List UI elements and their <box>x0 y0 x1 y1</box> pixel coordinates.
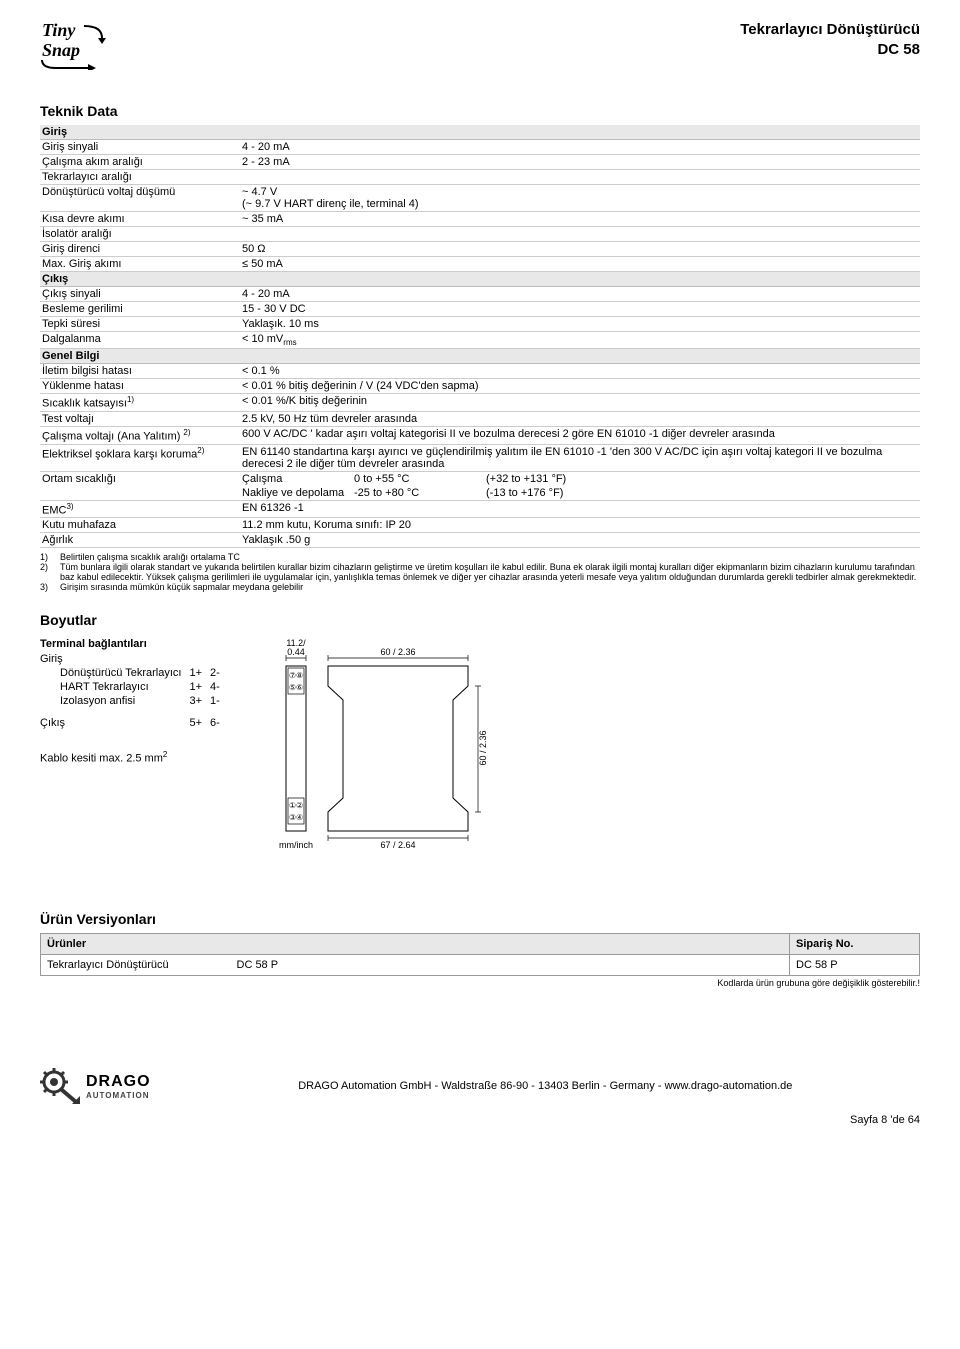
terminal-row: HART Tekrarlayıcı <box>40 680 189 694</box>
row-label: Dönüştürücü voltaj düşümü <box>40 185 240 212</box>
svg-text:③④: ③④ <box>289 813 303 822</box>
row-value: 2 - 23 mA <box>240 155 920 170</box>
boyutlar-container: Terminal bağlantıları Giriş Dönüştürücü … <box>40 638 920 861</box>
section-urun-versiyonlari: Ürün Versiyonları <box>40 911 920 927</box>
urun-header-urunler: Ürünler <box>41 934 790 955</box>
row-value: 4 - 20 mA <box>240 287 920 302</box>
row-label: Test voltajı <box>40 411 240 426</box>
urun-cell: DC 58 P <box>790 955 920 976</box>
row-label: Max. Giriş akımı <box>40 257 240 272</box>
logo-text-snap: Snap <box>42 40 80 60</box>
urun-header-siparis: Sipariş No. <box>790 934 920 955</box>
footer-logo-text: DRAGO <box>86 1073 151 1091</box>
page-header: Tiny Snap Tekrarlayıcı Dönüştürücü DC 58 <box>40 20 920 73</box>
header-title: Tekrarlayıcı Dönüştürücü DC 58 <box>740 20 920 59</box>
footer-company-text: DRAGO Automation GmbH - Waldstraße 86-90… <box>171 1080 920 1092</box>
row-value: Yaklaşık .50 g <box>240 533 920 548</box>
terminal-row: Dönüştürücü Tekrarlayıcı <box>40 666 189 680</box>
section-teknik-data: Teknik Data <box>40 103 920 119</box>
row-label: Ortam sıcaklığı <box>40 471 240 500</box>
svg-text:0.44: 0.44 <box>287 647 305 657</box>
terminal-cikis: Çıkış <box>40 716 189 730</box>
kablo-kesiti: Kablo kesiti max. 2.5 mm2 <box>40 750 228 765</box>
urun-table: Ürünler Sipariş No. Tekrarlayıcı Dönüştü… <box>40 933 920 976</box>
svg-text:60 / 2.36: 60 / 2.36 <box>380 647 415 657</box>
header-title-line2: DC 58 <box>740 40 920 60</box>
row-value: Çalışma0 to +55 °C(+32 to +131 °F) Nakli… <box>240 471 920 500</box>
row-value: EN 61140 standartına karşı ayırıcı ve gü… <box>240 444 920 471</box>
row-label: Giriş sinyali <box>40 140 240 155</box>
row-label: İletim bilgisi hatası <box>40 364 240 379</box>
row-label: Giriş direnci <box>40 242 240 257</box>
row-value: Yaklaşık. 10 ms <box>240 317 920 332</box>
page-footer: DRAGO AUTOMATION DRAGO Automation GmbH -… <box>40 1068 920 1104</box>
svg-text:mm/inch: mm/inch <box>279 840 313 850</box>
row-label: Besleme gerilimi <box>40 302 240 317</box>
row-value: < 0.1 % <box>240 364 920 379</box>
page-number: Sayfa 8 'de 64 <box>40 1114 920 1126</box>
row-value: ~ 35 mA <box>240 212 920 227</box>
terminal-title: Terminal bağlantıları <box>40 638 228 650</box>
row-label: İsolatör aralığı <box>40 227 920 242</box>
row-label: Elektriksel şoklara karşı koruma2) <box>40 444 240 471</box>
subhead-cikis: Çıkış <box>40 272 920 287</box>
terminal-table: Giriş Dönüştürücü Tekrarlayıcı1+2- HART … <box>40 652 228 730</box>
row-label: Tekrarlayıcı aralığı <box>40 170 920 185</box>
kod-note: Kodlarda ürün grubuna göre değişiklik gö… <box>40 978 920 988</box>
terminal-block: Terminal bağlantıları Giriş Dönüştürücü … <box>40 638 228 765</box>
row-value: 11.2 mm kutu, Koruma sınıfı: IP 20 <box>240 518 920 533</box>
urun-cell: Tekrarlayıcı Dönüştürücü <box>41 955 231 976</box>
logo-tiny-snap: Tiny Snap <box>40 20 120 73</box>
row-label: Dalgalanma <box>40 332 240 349</box>
row-value: 15 - 30 V DC <box>240 302 920 317</box>
row-value: < 0.01 %/K bitiş değerinin <box>240 394 920 412</box>
footer-logo-subtext: AUTOMATION <box>86 1091 151 1100</box>
svg-text:⑦⑧: ⑦⑧ <box>289 671 303 680</box>
row-value: EN 61326 -1 <box>240 500 920 518</box>
row-value: 2.5 kV, 50 Hz tüm devreler arasında <box>240 411 920 426</box>
row-label: Kutu muhafaza <box>40 518 240 533</box>
row-value: ≤ 50 mA <box>240 257 920 272</box>
svg-text:⑤⑥: ⑤⑥ <box>289 683 303 692</box>
header-title-line1: Tekrarlayıcı Dönüştürücü <box>740 20 920 40</box>
row-label: Kısa devre akımı <box>40 212 240 227</box>
teknik-data-table: Giriş Giriş sinyali4 - 20 mA Çalışma akı… <box>40 125 920 548</box>
subhead-genel: Genel Bilgi <box>40 349 920 364</box>
row-value: 4 - 20 mA <box>240 140 920 155</box>
svg-text:60 / 2.36: 60 / 2.36 <box>478 731 488 766</box>
row-label: Ağırlık <box>40 533 240 548</box>
row-value: ~ 4.7 V(~ 9.7 V HART direnç ile, termina… <box>240 185 920 212</box>
row-label: Tepki süresi <box>40 317 240 332</box>
row-label: Çalışma voltajı (Ana Yalıtım) 2) <box>40 426 240 444</box>
section-boyutlar: Boyutlar <box>40 612 920 628</box>
urun-cell: DC 58 P <box>231 955 790 976</box>
svg-text:①②: ①② <box>289 801 303 810</box>
row-label: Çıkış sinyali <box>40 287 240 302</box>
terminal-giris: Giriş <box>40 652 228 666</box>
row-label: Çalışma akım aralığı <box>40 155 240 170</box>
row-value: < 0.01 % bitiş değerinin / V (24 VDC'den… <box>240 379 920 394</box>
logo-text-tiny: Tiny <box>42 20 76 40</box>
gear-icon <box>40 1068 80 1104</box>
row-value: 600 V AC/DC ' kadar aşırı voltaj kategor… <box>240 426 920 444</box>
dimension-drawing: 11.2/ 0.44 60 / 2.36 ⑦⑧ ⑤⑥ ①② ③④ 60 / 2.… <box>268 638 548 861</box>
row-label: Yüklenme hatası <box>40 379 240 394</box>
row-label: Sıcaklık katsayısı1) <box>40 394 240 412</box>
subhead-giris: Giriş <box>40 125 920 140</box>
row-value: 50 Ω <box>240 242 920 257</box>
row-label: EMC3) <box>40 500 240 518</box>
terminal-row: Izolasyon anfisi <box>40 694 189 708</box>
drago-logo: DRAGO AUTOMATION <box>40 1068 151 1104</box>
row-value: < 10 mVrms <box>240 332 920 349</box>
footnotes: 1)Belirtilen çalışma sıcaklık aralığı or… <box>40 552 920 592</box>
svg-text:67 / 2.64: 67 / 2.64 <box>380 840 415 850</box>
